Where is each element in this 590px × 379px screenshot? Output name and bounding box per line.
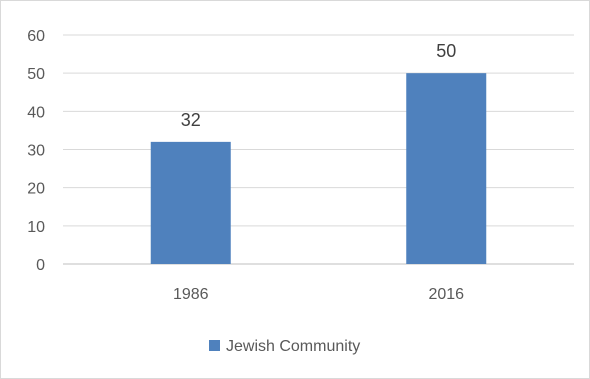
data-label: 32 bbox=[181, 110, 201, 130]
data-label: 50 bbox=[436, 41, 456, 61]
legend-label: Jewish Community bbox=[226, 338, 360, 355]
x-tick-label: 2016 bbox=[428, 286, 464, 303]
bar bbox=[406, 73, 487, 265]
legend-swatch bbox=[209, 340, 220, 351]
y-tick-label: 50 bbox=[27, 66, 45, 83]
legend: Jewish Community bbox=[209, 338, 360, 355]
gridlines bbox=[63, 34, 574, 265]
bar bbox=[150, 141, 231, 264]
y-axis-ticks: 0 10 20 30 40 50 60 bbox=[27, 28, 45, 274]
x-tick-label: 1986 bbox=[173, 286, 209, 303]
bars bbox=[150, 73, 487, 265]
y-tick-label: 10 bbox=[27, 219, 45, 236]
y-tick-label: 60 bbox=[27, 28, 45, 45]
y-tick-label: 40 bbox=[27, 104, 45, 121]
y-tick-label: 30 bbox=[27, 143, 45, 160]
x-axis-ticks: 1986 2016 bbox=[173, 286, 464, 303]
y-tick-label: 0 bbox=[36, 257, 45, 274]
y-tick-label: 20 bbox=[27, 181, 45, 198]
data-labels: 32 50 bbox=[181, 41, 457, 130]
